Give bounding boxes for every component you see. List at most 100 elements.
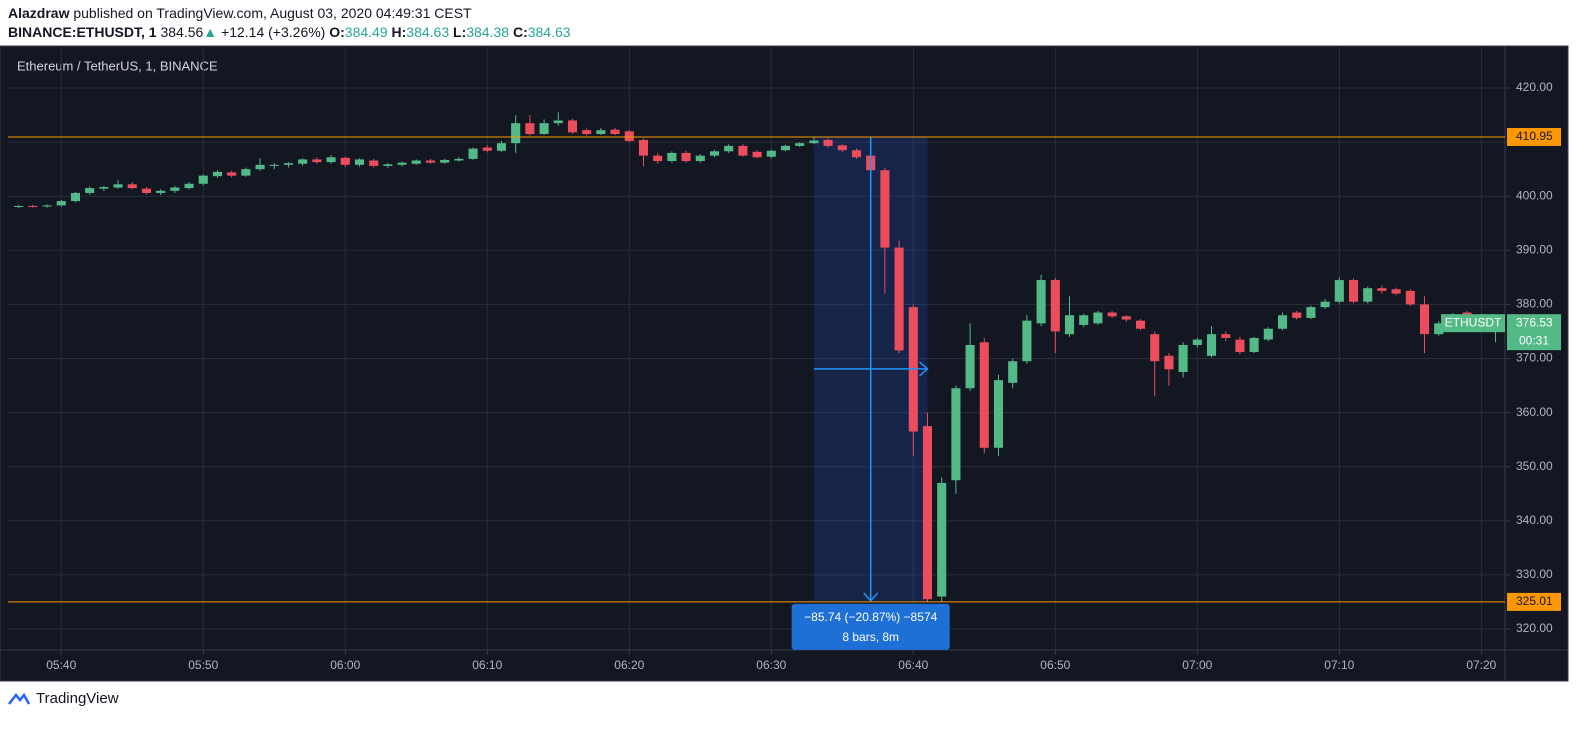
candle-body — [596, 130, 606, 134]
x-tick-label: 07:20 — [1466, 658, 1496, 672]
price-label-box — [1507, 592, 1561, 611]
candle-body — [965, 344, 975, 389]
y-tick-label: 420.00 — [1516, 80, 1553, 94]
countdown: 00:31 — [1519, 333, 1549, 347]
price-label-box — [1507, 127, 1561, 146]
candle-body — [354, 159, 365, 165]
footer: TradingView — [8, 690, 119, 707]
candle-body — [1022, 320, 1032, 362]
price-label: 410.95 — [1516, 129, 1553, 143]
candle-body — [951, 388, 961, 481]
x-tick-label: 05:50 — [188, 658, 218, 672]
candle-body — [823, 139, 833, 146]
chart-title: Ethereum / TetherUS, 1, BINANCE — [17, 58, 218, 73]
published: published on TradingView.com, August 03,… — [73, 5, 472, 21]
candle-body — [425, 160, 436, 163]
candle-body — [113, 184, 123, 188]
author: Alazdraw — [8, 5, 70, 21]
candle-body — [709, 151, 720, 156]
ohlc-value: 384.38 — [466, 24, 510, 40]
arrow-head — [863, 592, 879, 602]
header: Alazdraw published on TradingView.com, A… — [8, 4, 571, 42]
measure-label-box — [791, 603, 950, 650]
measure-sub: 8 bars, 8m — [842, 630, 899, 644]
candle-body — [141, 188, 152, 193]
up-arrow: ▲ — [203, 24, 218, 40]
candle-body — [1320, 301, 1330, 308]
candle-body — [482, 147, 492, 151]
candle-body — [567, 120, 578, 133]
candle-body — [1050, 280, 1060, 332]
y-tick-label: 330.00 — [1516, 567, 1553, 581]
change: +12.14 (+3.26%) — [221, 24, 326, 40]
candle-body — [1348, 280, 1359, 302]
candle-body — [610, 129, 620, 134]
y-tick-label: 360.00 — [1516, 405, 1553, 419]
candle-body — [880, 170, 890, 248]
candle-body — [937, 482, 947, 597]
x-tick-label: 07:00 — [1182, 658, 1212, 672]
candle-body — [1405, 290, 1415, 305]
candle-body — [809, 140, 819, 144]
candle-body — [212, 171, 223, 177]
candle-body — [738, 145, 748, 156]
candle-body — [440, 159, 450, 163]
x-tick-label: 06:20 — [614, 658, 644, 672]
y-tick-label: 380.00 — [1516, 297, 1553, 311]
candle-body — [468, 148, 478, 159]
candle-body — [70, 192, 80, 202]
candle-body — [752, 151, 762, 158]
y-tick-label: 390.00 — [1516, 242, 1553, 256]
arrow-head — [919, 361, 929, 377]
candle-body — [1419, 304, 1430, 335]
candle-body — [369, 160, 379, 166]
candle-body — [1178, 344, 1188, 373]
ohlc-value: 384.63 — [527, 24, 571, 40]
candle-body — [667, 152, 677, 162]
candle-body — [99, 187, 109, 189]
candle-body — [525, 123, 535, 134]
candle-body — [653, 155, 663, 162]
ohlc-value: 384.63 — [406, 24, 450, 40]
candle-body — [681, 152, 691, 162]
ohlc-label: H: — [391, 24, 407, 40]
measure-label: −85.74 (−20.87%) −8574 — [804, 610, 937, 624]
last-price-box — [1507, 314, 1561, 351]
candle-body — [1221, 334, 1231, 338]
candle-body — [1306, 307, 1316, 318]
candle-body — [766, 150, 776, 157]
candle-body — [340, 157, 350, 165]
candle-body — [1292, 312, 1302, 318]
candle-body — [411, 160, 421, 164]
candle-body — [1150, 334, 1160, 362]
ohlc-label: L: — [453, 24, 467, 40]
y-tick-label: 400.00 — [1516, 188, 1553, 202]
y-tick-label: 320.00 — [1516, 621, 1553, 635]
candle-body — [1121, 316, 1131, 320]
candle-body — [28, 205, 38, 207]
symbol-tag-box — [1441, 314, 1505, 333]
candle-body — [624, 131, 634, 142]
logo — [8, 692, 30, 705]
candle-body — [1235, 339, 1245, 353]
candle-body — [156, 190, 166, 193]
candle-body — [312, 159, 322, 163]
candle-body — [1249, 337, 1259, 353]
x-tick-label: 06:40 — [898, 658, 928, 672]
symbol: BINANCE:ETHUSDT, 1 — [8, 24, 157, 40]
y-tick-label: 340.00 — [1516, 513, 1553, 527]
candle-body — [1434, 323, 1444, 335]
candle-body — [1377, 288, 1387, 291]
candle-body — [56, 201, 66, 206]
candle-body — [1263, 328, 1273, 340]
candle-body — [993, 380, 1004, 448]
candle-body — [638, 139, 649, 156]
ohlc-label: C: — [512, 24, 528, 40]
candle-body — [454, 158, 464, 161]
candle-body — [14, 205, 24, 208]
candle-body — [255, 164, 265, 170]
candle-body — [1064, 315, 1075, 335]
candle-body — [1008, 361, 1018, 383]
